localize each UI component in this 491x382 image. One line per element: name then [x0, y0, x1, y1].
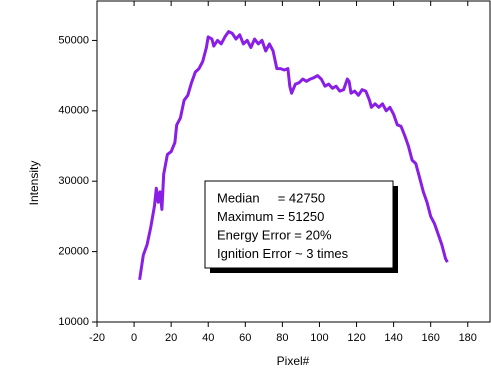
annotation-text: Median = 42750	[217, 190, 325, 205]
y-tick-label: 40000	[58, 105, 89, 117]
x-axis-label: Pixel#	[277, 354, 310, 368]
y-tick-label: 20000	[58, 246, 89, 258]
x-tick-label: 180	[459, 332, 477, 344]
x-tick-label: 140	[384, 332, 402, 344]
x-tick-label: 80	[276, 332, 288, 344]
y-tick-label: 10000	[58, 316, 89, 328]
x-tick-label: 120	[347, 332, 365, 344]
annotation-text: Energy Error = 20%	[217, 227, 332, 242]
data-line	[138, 30, 449, 281]
y-tick-label: 50000	[58, 34, 89, 46]
x-tick-label: 0	[131, 332, 137, 344]
annotation-text: Maximum = 51250	[217, 209, 324, 224]
x-tick-label: 100	[310, 332, 328, 344]
plot-frame	[96, 0, 491, 323]
y-tick-label: 30000	[58, 175, 89, 187]
annotation-frame	[204, 180, 394, 269]
x-tick-label: -20	[89, 332, 105, 344]
annotation-text: Ignition Error ~ 3 times	[217, 246, 349, 261]
y-axis-label: Intensity	[27, 161, 41, 206]
x-tick-label: 40	[202, 332, 214, 344]
x-tick-label: 160	[421, 332, 439, 344]
annotation-box: Median = 42750 Maximum = 51250 Energy Erro…	[204, 180, 398, 273]
x-tick-label: 20	[165, 332, 177, 344]
x-tick-label: 60	[239, 332, 251, 344]
